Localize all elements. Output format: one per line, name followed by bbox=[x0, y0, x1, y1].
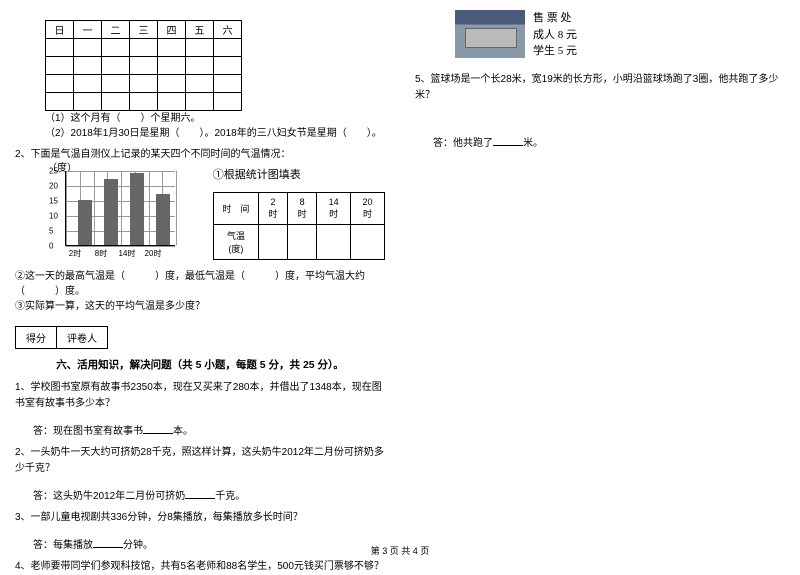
ticket-adult: 成人 8 元 bbox=[533, 27, 577, 44]
chart-bar bbox=[78, 200, 92, 245]
data-table-time-cell: 20 时 bbox=[351, 193, 385, 225]
x-tick-label: 8时 bbox=[95, 248, 107, 259]
answer-5: 答：他共跑了米。 bbox=[433, 134, 785, 149]
calendar-header-cell: 三 bbox=[130, 21, 158, 39]
x-tick-label: 2时 bbox=[69, 248, 81, 259]
calendar-table: 日一二三四五六 bbox=[45, 20, 242, 111]
x-tick-label: 20时 bbox=[145, 248, 162, 259]
q1-line1: （1）这个月有（ ）个星期六。 bbox=[45, 111, 385, 126]
y-tick-label: 0 bbox=[49, 242, 53, 251]
problem-5: 5、篮球场是一个长28米，宽19米的长方形，小明沿篮球场跑了3圈，他共跑了多少米… bbox=[415, 72, 785, 104]
chart-table-title: ①根据统计图填表 bbox=[213, 166, 385, 182]
y-tick-label: 10 bbox=[49, 212, 58, 221]
ticket-title: 售 票 处 bbox=[533, 10, 577, 27]
problem-2: 2、一头奶牛一天大约可挤奶28千克，照这样计算，这头奶牛2012年二月份可挤奶多… bbox=[15, 445, 385, 477]
data-table-temp-cell bbox=[351, 225, 385, 260]
calendar-header-cell: 四 bbox=[158, 21, 186, 39]
answer-2: 答：这头奶牛2012年二月份可挤奶千克。 bbox=[33, 487, 385, 502]
bar-chart: （度） 25201510502时8时14时20时 bbox=[45, 171, 183, 261]
data-table-temp-cell bbox=[258, 225, 287, 260]
ticket-photo bbox=[455, 10, 525, 58]
problem-1: 1、学校图书室原有故事书2350本，现在又买来了280本，并借出了1348本，现… bbox=[15, 380, 385, 412]
chart-bar bbox=[156, 194, 170, 245]
ticket-area: 售 票 处 成人 8 元 学生 5 元 bbox=[455, 10, 785, 60]
y-tick-label: 15 bbox=[49, 197, 58, 206]
calendar-header-cell: 一 bbox=[74, 21, 102, 39]
x-tick-label: 14时 bbox=[119, 248, 136, 259]
ticket-student: 学生 5 元 bbox=[533, 43, 577, 60]
calendar-header-cell: 六 bbox=[214, 21, 242, 39]
q1-line2: （2）2018年1月30日是星期（ ）。2018年的三八妇女节是星期（ ）。 bbox=[45, 126, 385, 141]
data-table-time-cell: 2 时 bbox=[258, 193, 287, 225]
data-table-time-cell: 14 时 bbox=[317, 193, 351, 225]
page-footer: 第 3 页 共 4 页 bbox=[0, 544, 800, 557]
calendar-header-cell: 日 bbox=[46, 21, 74, 39]
grader-label: 评卷人 bbox=[56, 326, 108, 349]
data-table-time-cell: 8 时 bbox=[288, 193, 317, 225]
score-box: 得分 评卷人 bbox=[15, 326, 385, 349]
calendar-header-cell: 二 bbox=[102, 21, 130, 39]
data-table: 时 间2 时8 时14 时20 时 气温(度) bbox=[213, 192, 385, 260]
chart-bar bbox=[130, 173, 144, 245]
calendar-header-cell: 五 bbox=[186, 21, 214, 39]
data-table-temp-cell bbox=[288, 225, 317, 260]
problem-4: 4、老师要带同学们参观科技馆，共有5名老师和88名学生，500元钱买门票够不够？ bbox=[15, 559, 385, 575]
y-tick-label: 20 bbox=[49, 182, 58, 191]
answer-1: 答：现在图书室有故事书本。 bbox=[33, 422, 385, 437]
y-tick-label: 25 bbox=[49, 167, 58, 176]
y-tick-label: 5 bbox=[49, 227, 53, 236]
q2-analysis2: ②这一天的最高气温是（ ）度，最低气温是（ ）度，平均气温大约（ ）度。 bbox=[15, 269, 385, 299]
q2-analysis3: ③实际算一算，这天的平均气温是多少度？ bbox=[15, 299, 385, 314]
section6-title: 六、活用知识，解决问题（共 5 小题，每题 5 分，共 25 分）。 bbox=[15, 357, 385, 372]
chart-bar bbox=[104, 179, 118, 245]
problem-3: 3、一部儿童电视剧共336分钟，分8集播放，每集播放多长时间？ bbox=[15, 510, 385, 526]
data-table-temp-cell bbox=[317, 225, 351, 260]
chart-area: （度） 25201510502时8时14时20时 ①根据统计图填表 时 间2 时… bbox=[45, 171, 385, 261]
score-label: 得分 bbox=[15, 326, 56, 349]
